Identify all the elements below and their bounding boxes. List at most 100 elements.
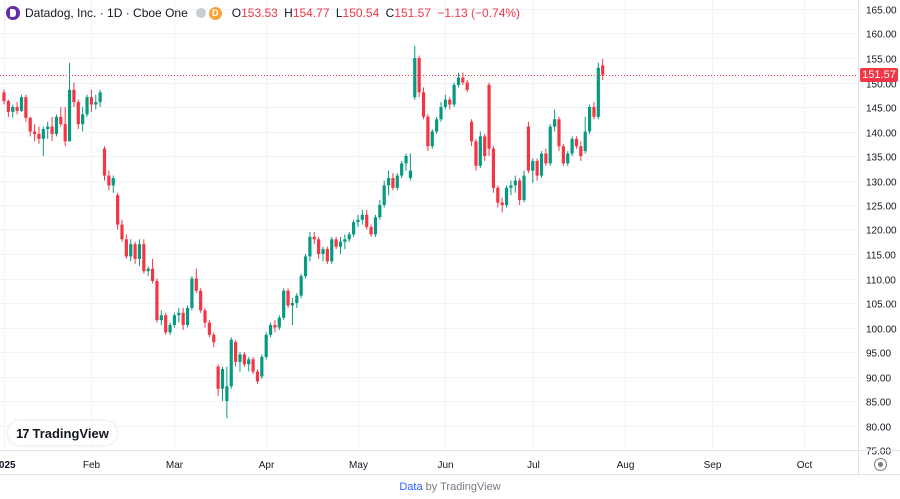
candle [352,219,356,237]
candle [430,129,434,149]
y-tick-label: 155.00 [866,55,897,66]
candle-body [32,131,37,134]
candle [72,82,76,107]
x-tick-label: 2025 [0,460,16,471]
candle [601,58,605,81]
candle-body [400,163,404,176]
candle-body [81,114,85,125]
candle [378,200,382,220]
y-tick-label: 135.00 [866,153,897,164]
candle-body [478,136,482,166]
candle-body [238,354,242,362]
candle-body [579,146,583,156]
candle-body [15,107,19,111]
candle [421,87,426,120]
candlestick-chart[interactable]: 165.00 160.00 155.00 150.00 145.00 140.00 135.… [0,0,900,474]
candle-body [321,249,325,254]
change-value: −1.13 (−0.74%) [437,6,521,20]
candle [268,322,273,338]
candle-body [360,214,364,220]
candle-body [352,222,356,235]
data-source-link[interactable]: Data [399,481,423,493]
open-value: 153.53 [241,6,278,20]
candle [264,332,268,360]
price-axis[interactable]: 165.00 160.00 155.00 150.00 145.00 140.00 135.… [858,0,898,474]
y-tick-label: 160.00 [866,30,897,41]
y-tick-label: 150.00 [866,80,897,91]
candle [496,185,500,208]
candle-body [168,325,172,333]
candle [435,116,439,134]
candle-body [185,307,190,326]
candle [483,133,487,161]
candle [59,107,63,127]
candle [404,153,408,171]
candle-body [448,99,452,105]
candle-body [461,77,465,83]
candle-body [378,205,382,218]
candle [400,160,404,179]
candle [155,278,159,323]
candle [395,173,399,191]
candle-body [133,244,137,259]
candle-body [513,180,517,186]
candle-body [247,359,251,365]
last-price-tag: 151.57 [860,68,898,82]
candle [382,180,386,208]
candle [194,268,198,294]
candle-body [491,148,496,188]
time-axis[interactable]: 2025 Feb Mar Apr May Jun Jul Aug Sep Oct [0,450,900,472]
candle-body [72,89,76,103]
candle-body [28,117,32,132]
candle-body [37,133,41,139]
candle-body [369,227,373,235]
y-tick-label: 120.00 [866,226,897,237]
candle-body [220,369,225,389]
candle-body [155,280,159,321]
candle-body [111,178,115,186]
candle [461,72,465,85]
y-tick-label: 105.00 [866,300,897,311]
candle [247,356,251,372]
candle [478,131,482,169]
candle-body [601,65,605,75]
candle [199,288,203,313]
candle-body [98,92,102,103]
tradingview-logo[interactable]: 17 TradingView [8,421,117,445]
auto-scale-icon[interactable] [874,458,887,471]
candle-body [404,156,408,164]
candle [566,151,570,166]
candle [164,312,168,335]
symbol-title[interactable]: Datadog, Inc. · 1D · Cboe One [25,6,188,20]
candle [426,114,430,152]
candle-body [426,116,430,147]
candle-body [531,160,535,171]
candle-body [417,58,421,93]
candle [150,258,155,284]
candle [168,322,172,335]
close-label: C [385,6,395,20]
candle-body [544,153,548,164]
candle [365,209,369,230]
market-status-pill[interactable]: D [195,6,222,20]
candle-body [325,249,329,262]
candle-body [347,234,351,240]
candle [531,158,535,183]
candle-body [242,354,246,365]
candle-body [120,224,124,240]
candle-body [504,187,509,205]
candle-body [522,175,526,201]
candle [557,116,561,152]
close-value: 151.57 [394,6,431,20]
y-tick-label: 125.00 [866,202,897,213]
delayed-badge: D [208,6,222,20]
candle [312,231,316,245]
candle-body [286,290,290,306]
candle [11,104,15,118]
candle [234,339,238,367]
open-label: O [231,6,242,20]
candle-body [548,126,552,164]
low-label: L [335,6,343,20]
candle-body [150,268,155,281]
datadog-logo-icon [6,6,20,20]
